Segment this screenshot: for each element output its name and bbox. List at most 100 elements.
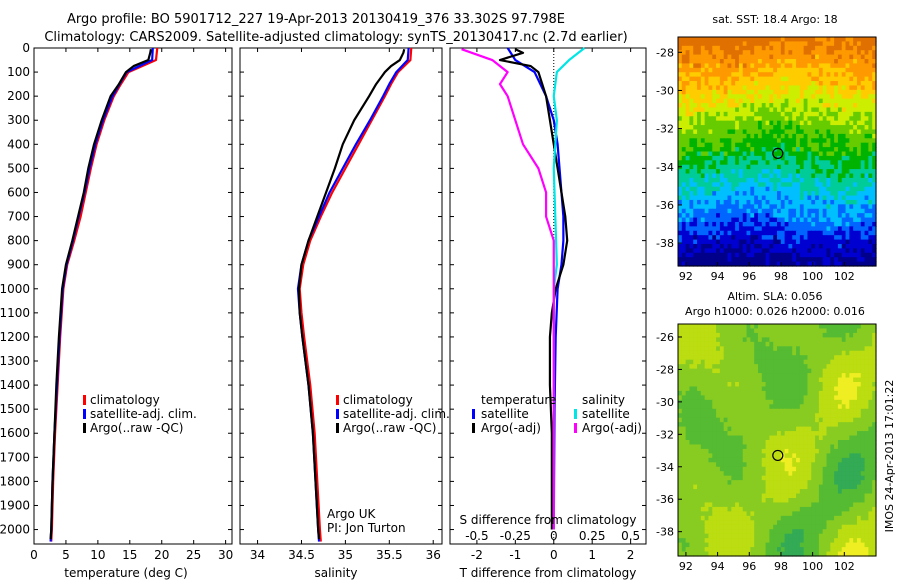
- sst_map-cell: [716, 50, 721, 56]
- sst_map-cell: [826, 221, 831, 227]
- sla_map-cell: [708, 341, 713, 347]
- sst_map-cell: [784, 147, 790, 153]
- sla_map-cell: [704, 368, 710, 374]
- sst_map-cell: [807, 107, 812, 113]
- sla_map-cell: [845, 466, 850, 472]
- sst_map-cell: [704, 50, 710, 56]
- sst_map-cell: [822, 199, 828, 205]
- sla_map-cell: [853, 480, 858, 486]
- sst_map-cell: [864, 103, 869, 109]
- sla_map-cell: [864, 359, 869, 365]
- sst_map-cell: [765, 37, 770, 42]
- difference-legend-title-salinity: salinity: [582, 393, 625, 407]
- sla_map-cell: [849, 426, 854, 432]
- sla_map-cell: [860, 435, 866, 441]
- sla_map-cell: [860, 359, 866, 365]
- sst_map-cell: [872, 155, 877, 161]
- sla_map-cell: [735, 466, 740, 472]
- sla_map-cell: [757, 328, 763, 334]
- sst_map-cell: [860, 191, 866, 197]
- sst_map-cell: [765, 235, 770, 241]
- sla_map-cell: [784, 475, 790, 481]
- sst_map-cell: [784, 204, 790, 210]
- sst_map-cell: [826, 111, 831, 117]
- sst_map-cell: [818, 177, 824, 183]
- sst_map-cell: [837, 257, 843, 263]
- sst_map-cell: [757, 151, 763, 157]
- sla_map-cell: [761, 382, 767, 388]
- sla_map-cell: [837, 448, 843, 454]
- sst_map-cell: [742, 72, 748, 78]
- sst_map-cell: [845, 169, 850, 175]
- sst_map-cell: [681, 138, 687, 144]
- sst_map-cell: [784, 191, 790, 197]
- sst_map-cell: [716, 142, 721, 148]
- sst_map-cell: [796, 94, 801, 100]
- sst_map-cell: [769, 230, 774, 236]
- sst_map-cell: [742, 41, 748, 47]
- sla_map-cell: [723, 493, 729, 499]
- sla_map-cell: [735, 355, 740, 361]
- sla_map-cell: [738, 328, 744, 334]
- sst_map-cell: [830, 243, 835, 249]
- sla_map-cell: [678, 341, 683, 347]
- sst_map-cell: [738, 261, 744, 267]
- sst_map-cell: [799, 67, 805, 73]
- sla_map-cell: [815, 364, 820, 370]
- sla_map-cell: [761, 466, 767, 472]
- sst_map-cell: [853, 257, 858, 263]
- sst_map-cell: [856, 155, 862, 161]
- sla_map-cell: [689, 395, 694, 401]
- sst_map-cell: [784, 45, 790, 51]
- sst_map-cell: [761, 111, 767, 117]
- sla_map-cell: [837, 404, 843, 410]
- sst_map-cell: [860, 142, 866, 148]
- sla_map-cell: [754, 453, 759, 459]
- sst_map-cell: [834, 204, 839, 210]
- sst_map-cell: [685, 239, 691, 245]
- sla_map-cell: [777, 359, 782, 365]
- sst_map-cell: [780, 195, 786, 201]
- sla_map-cell: [856, 471, 862, 477]
- sla_map-cell: [853, 377, 858, 383]
- sst_map-cell: [807, 133, 812, 139]
- sla_map-cell: [803, 390, 809, 396]
- sst_map-cell: [837, 85, 843, 91]
- sla_map-cell: [716, 390, 721, 396]
- sst_map-cell: [853, 138, 858, 144]
- sst_map-cell: [777, 59, 782, 65]
- sst_map-cell: [678, 59, 683, 65]
- sla_map-cell: [841, 399, 847, 405]
- sst_map-cell: [685, 98, 691, 104]
- sla_map-cell: [815, 475, 820, 481]
- sst_map-cell: [830, 177, 835, 183]
- sst_map-cell: [769, 125, 774, 131]
- sst_map-cell: [685, 94, 691, 100]
- sst_map-cell: [849, 160, 854, 166]
- sst_map-cell: [868, 45, 873, 51]
- sla_map-cell: [811, 475, 816, 481]
- sst_map-cell: [784, 50, 790, 56]
- sst_map-cell: [853, 243, 858, 249]
- sst_map-cell: [761, 195, 767, 201]
- sla_map-cell: [738, 493, 744, 499]
- sla_map-cell: [841, 435, 847, 441]
- sla_map-cell: [815, 373, 820, 379]
- sst_map-cell: [681, 129, 687, 135]
- sst_map-cell: [803, 67, 809, 73]
- sla_map-cell: [864, 422, 869, 428]
- salinity-legend-label-climatology: climatology: [343, 393, 413, 407]
- sla_map-cell: [738, 346, 744, 352]
- sla_map-cell: [742, 422, 748, 428]
- sst_map-cell: [757, 169, 763, 175]
- sla_map-cell: [685, 448, 691, 454]
- sla_map-cell: [868, 453, 873, 459]
- sst_map-cell: [750, 98, 755, 104]
- sst_map-cell: [822, 89, 828, 95]
- sst_map-cell: [822, 120, 828, 126]
- sla_map-cell: [693, 390, 698, 396]
- sst_map-cell: [754, 85, 759, 91]
- sst_map-cell: [712, 147, 717, 153]
- sst_map-cell: [765, 243, 770, 249]
- sst_map-cell: [746, 257, 751, 263]
